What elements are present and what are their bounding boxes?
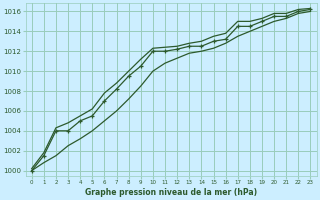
X-axis label: Graphe pression niveau de la mer (hPa): Graphe pression niveau de la mer (hPa) [85, 188, 257, 197]
